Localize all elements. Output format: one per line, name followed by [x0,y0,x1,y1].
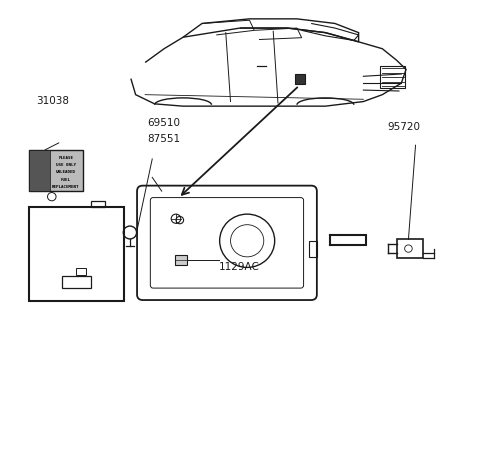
Text: FUEL: FUEL [61,178,71,182]
Bar [29,150,84,191]
Bar [29,150,49,191]
Bar [295,74,305,84]
Text: 31038: 31038 [36,96,69,106]
Bar [62,276,91,288]
Bar [396,239,423,258]
Text: USE ONLY: USE ONLY [56,163,76,167]
Text: 95720: 95720 [387,122,420,133]
Bar [309,241,317,257]
Bar [175,255,187,265]
Text: 1129AC: 1129AC [219,262,260,272]
Text: REPLACEMENT: REPLACEMENT [52,185,80,189]
Text: 69510: 69510 [147,118,180,128]
Bar [380,66,405,88]
Text: 87551: 87551 [147,134,180,144]
Bar [76,268,86,275]
Text: UNLEADED: UNLEADED [56,170,76,174]
Text: PLEASE: PLEASE [59,156,73,159]
